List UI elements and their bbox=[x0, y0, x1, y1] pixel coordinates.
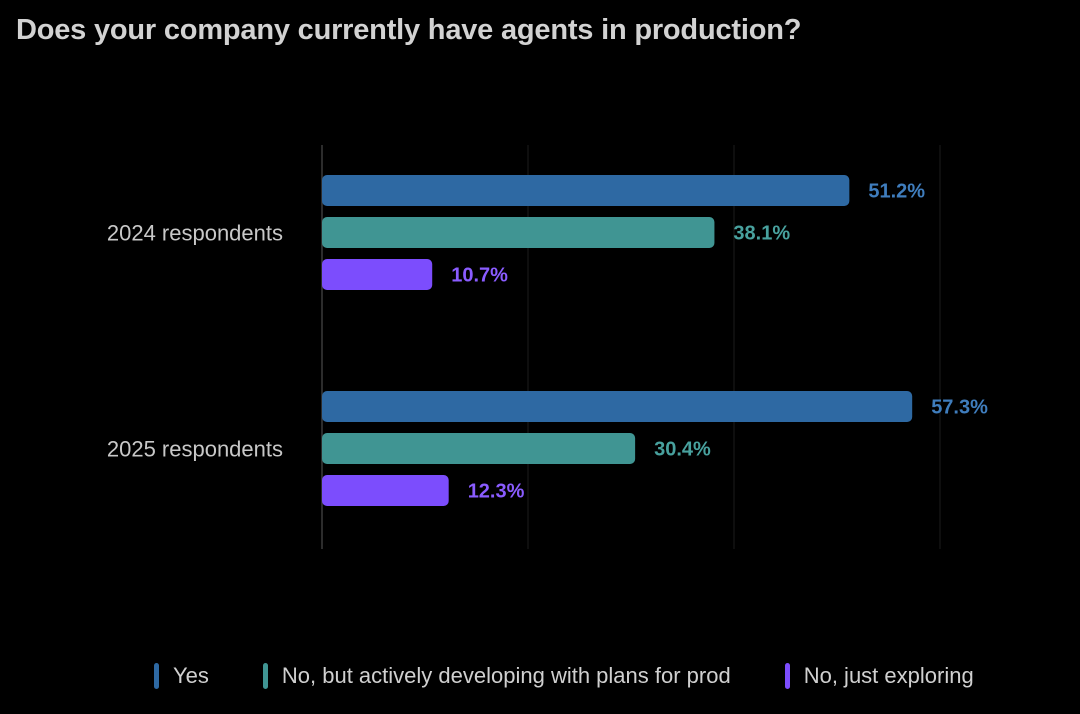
legend-label: No, but actively developing with plans f… bbox=[281, 663, 731, 688]
legend-swatch bbox=[784, 663, 790, 689]
bar-1-series-2 bbox=[322, 217, 715, 248]
bar-1-series-3 bbox=[322, 259, 433, 290]
legend-item-2: No, but actively developing with plans f… bbox=[262, 663, 731, 689]
data-label-1-series-2: 38.1% bbox=[733, 223, 790, 245]
data-label-1-series-3: 10.7% bbox=[451, 265, 508, 287]
chart-title: Does your company currently have agents … bbox=[16, 14, 802, 46]
legend-swatch bbox=[262, 663, 268, 689]
data-label-2-series-1: 57.3% bbox=[931, 397, 988, 419]
legend-item-3: No, just exploring bbox=[784, 663, 974, 689]
data-label-2-series-3: 12.3% bbox=[468, 481, 525, 503]
legend-item-1: Yes bbox=[154, 663, 209, 689]
bar-chart: 2024 respondents 51.2% 38.1% 10.7% 2025 resp… bbox=[107, 145, 988, 549]
bar-1-series-1 bbox=[322, 175, 850, 206]
data-label-2-series-2: 30.4% bbox=[654, 439, 711, 461]
legend-label: Yes bbox=[173, 663, 209, 688]
category-label-2: 2025 respondents bbox=[107, 437, 283, 462]
legend: Yes No, but actively developing with plan… bbox=[154, 660, 974, 692]
bar-2-series-2 bbox=[322, 433, 636, 464]
legend-label: No, just exploring bbox=[803, 663, 974, 688]
data-label-1-series-1: 51.2% bbox=[868, 181, 925, 203]
category-label-1: 2024 respondents bbox=[107, 221, 283, 246]
bar-2-series-1 bbox=[322, 391, 913, 422]
legend-swatch bbox=[154, 663, 159, 689]
bar-2-series-3 bbox=[322, 475, 449, 506]
